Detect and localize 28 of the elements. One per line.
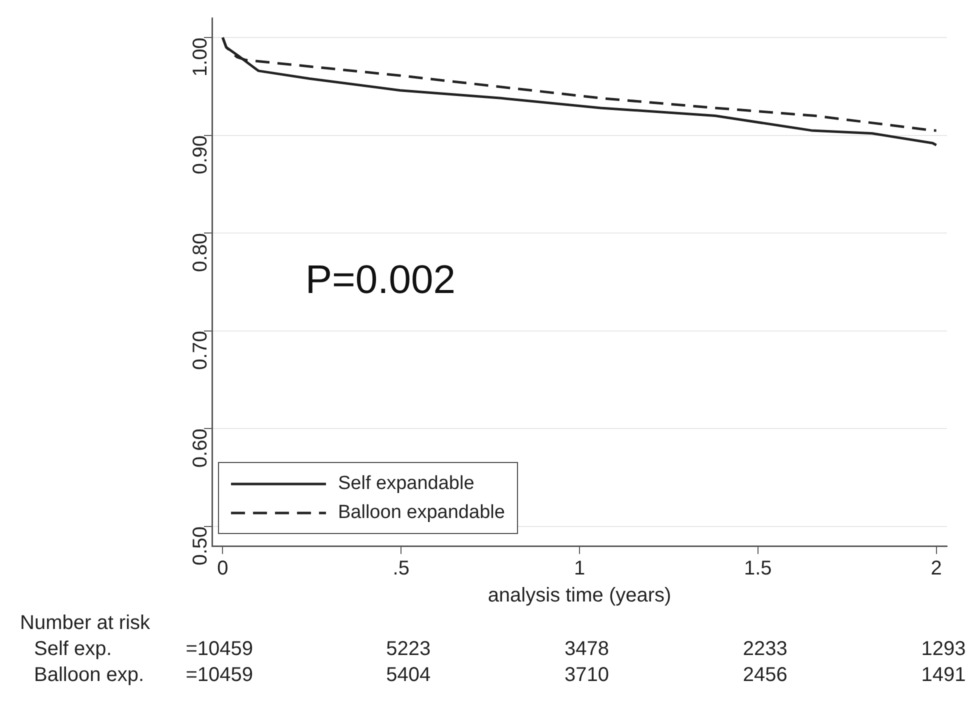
x-tick-label: 0 <box>217 558 228 580</box>
text: =10459 <box>186 664 253 686</box>
text: 3478 <box>564 638 609 660</box>
text: 5404 <box>386 664 431 686</box>
x-tick-label: .5 <box>392 558 410 580</box>
text: 2456 <box>742 664 788 686</box>
x-tick-label: 2 <box>930 558 942 580</box>
text: 1293 <box>921 638 966 660</box>
text: 3710 <box>564 664 609 686</box>
y-tick-label: 0.70 <box>190 330 212 370</box>
x-axis-title: analysis time (years) <box>488 584 672 607</box>
y-tick-label: 1.00 <box>190 38 212 76</box>
text: Number at risk <box>20 612 150 634</box>
legend-label: Balloon expandable <box>338 502 505 524</box>
text: 1491 <box>921 664 966 686</box>
text: 2233 <box>742 638 788 660</box>
x-tick-label: 1.5 <box>744 558 772 580</box>
y-tick-label: 0.50 <box>190 526 212 566</box>
text: Self exp. <box>34 638 112 660</box>
annotation: P=0.002 <box>305 258 456 302</box>
text: 5223 <box>386 638 431 660</box>
y-tick-label: 0.90 <box>190 135 212 174</box>
text: Balloon exp. <box>34 664 144 686</box>
text: =10459 <box>186 638 253 660</box>
y-tick-label: 0.80 <box>190 233 212 272</box>
legend-label: Self expandable <box>338 472 474 494</box>
x-tick-label: 1 <box>574 558 586 580</box>
y-tick-label: 0.60 <box>190 428 212 468</box>
